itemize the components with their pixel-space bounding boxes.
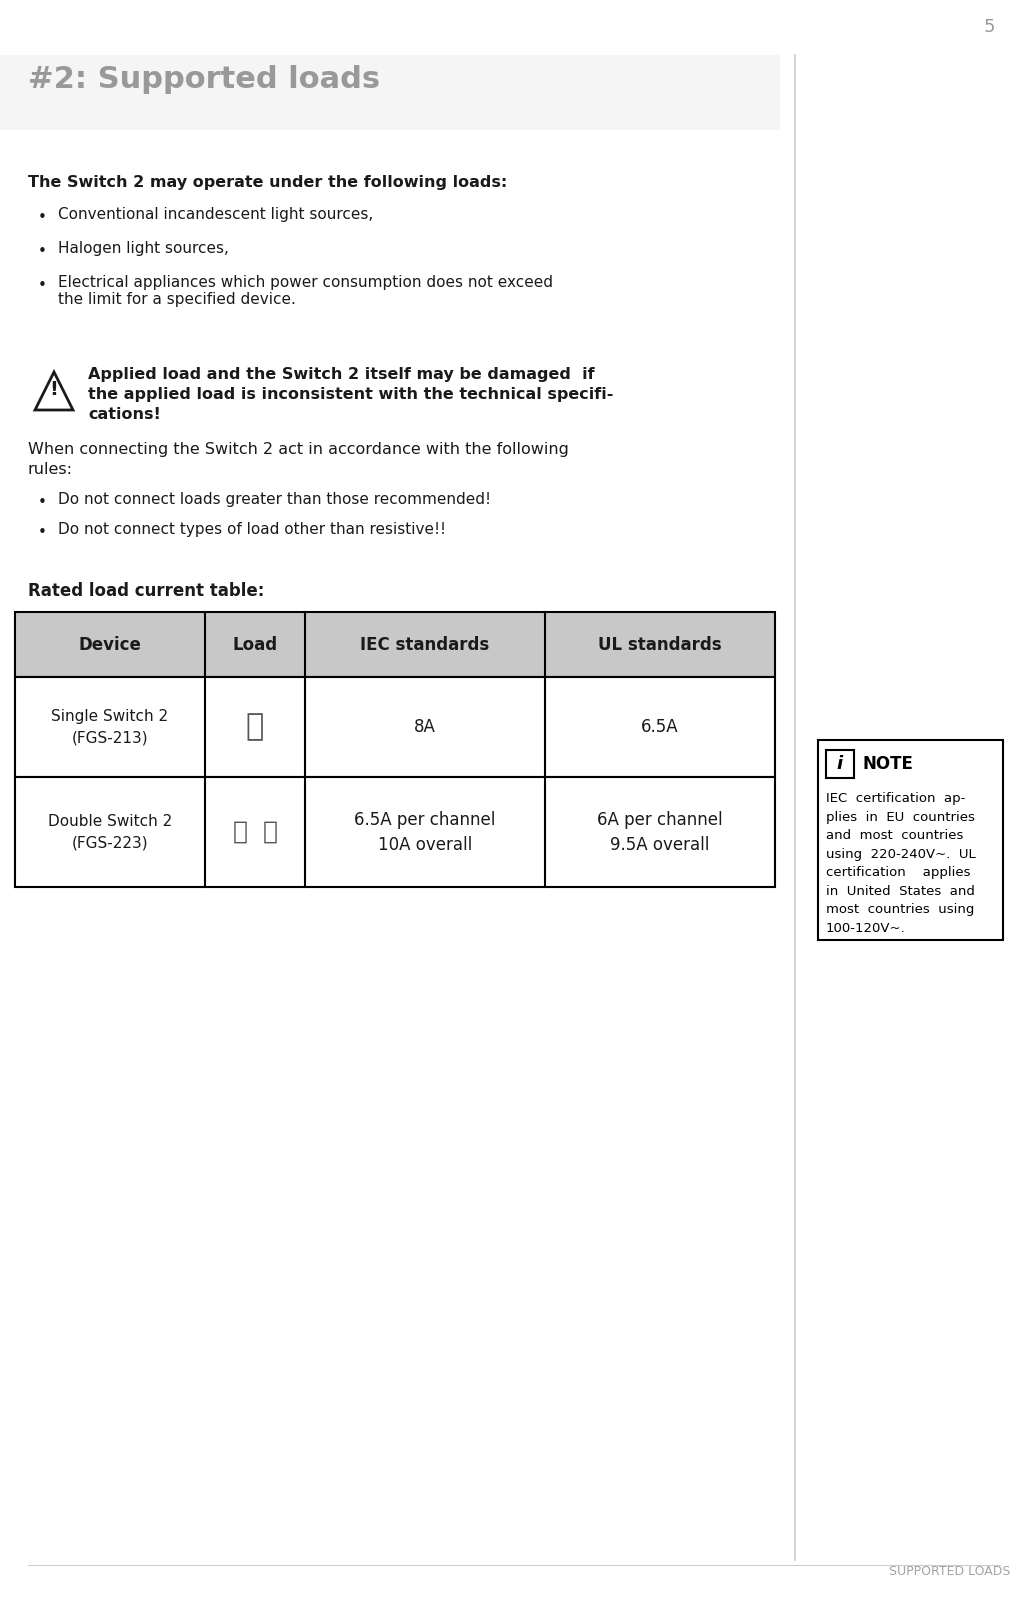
Text: #2: Supported loads: #2: Supported loads (28, 66, 380, 94)
Bar (817, 740, 1002, 940)
Text: 💡: 💡 (232, 820, 248, 844)
Text: NOTE: NOTE (862, 756, 913, 773)
Bar (15, 677, 774, 776)
Text: Device: Device (78, 636, 142, 653)
Text: !: ! (50, 379, 58, 399)
Text: IEC  certification  ap-
plies  in  EU  countries
and  most  countries
using  220: IEC certification ap- plies in EU countr… (825, 792, 975, 935)
Text: Rated load current table:: Rated load current table: (28, 583, 264, 600)
FancyBboxPatch shape (0, 54, 780, 130)
Text: Conventional incandescent light sources,: Conventional incandescent light sources, (58, 207, 373, 223)
Text: When connecting the Switch 2 act in accordance with the following
rules:: When connecting the Switch 2 act in acco… (28, 442, 569, 477)
Bar (15, 776, 774, 887)
Text: Single Switch 2
(FGS-213): Single Switch 2 (FGS-213) (51, 709, 168, 744)
Text: •: • (38, 525, 47, 540)
Text: •: • (38, 495, 47, 511)
Bar (15, 612, 774, 677)
Text: Electrical appliances which power consumption does not exceed
the limit for a sp: Electrical appliances which power consum… (58, 275, 552, 307)
Text: SUPPORTED LOADS: SUPPORTED LOADS (888, 1566, 1009, 1579)
Text: Do not connect types of load other than resistive!!: Do not connect types of load other than … (58, 522, 445, 536)
Text: Double Switch 2
(FGS-223): Double Switch 2 (FGS-223) (48, 813, 172, 850)
Text: 6.5A per channel
10A overall: 6.5A per channel 10A overall (354, 810, 495, 853)
Text: •: • (38, 279, 47, 293)
Text: 6.5A: 6.5A (641, 717, 679, 736)
Text: Halogen light sources,: Halogen light sources, (58, 242, 228, 256)
Text: Load: Load (232, 636, 277, 653)
Text: i: i (837, 756, 843, 773)
Text: •: • (38, 210, 47, 226)
Text: Do not connect loads greater than those recommended!: Do not connect loads greater than those … (58, 492, 490, 508)
Text: 6A per channel
9.5A overall: 6A per channel 9.5A overall (596, 810, 722, 853)
Text: IEC standards: IEC standards (360, 636, 489, 653)
Text: •: • (38, 243, 47, 259)
Bar (825, 749, 853, 778)
Text: UL standards: UL standards (597, 636, 721, 653)
Text: 8A: 8A (414, 717, 435, 736)
Text: 💡: 💡 (246, 712, 264, 741)
Text: 💡: 💡 (262, 820, 277, 844)
Text: Applied load and the Switch 2 itself may be damaged  if
the applied load is inco: Applied load and the Switch 2 itself may… (88, 367, 612, 421)
Text: The Switch 2 may operate under the following loads:: The Switch 2 may operate under the follo… (28, 175, 506, 191)
Text: 5: 5 (982, 18, 994, 35)
